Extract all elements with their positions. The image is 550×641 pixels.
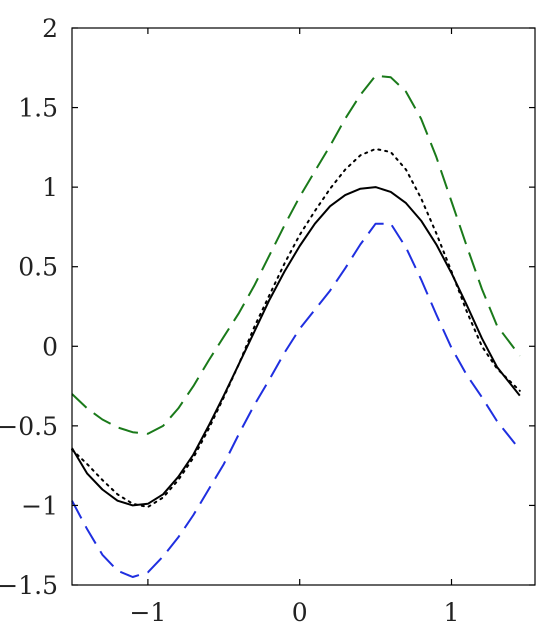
series-line-3-dashed — [71, 74, 521, 435]
x-tick-label: −1 — [129, 598, 166, 627]
y-tick-label: −0.5 — [0, 412, 58, 441]
plot-frame — [71, 27, 536, 586]
series-layer — [71, 74, 521, 578]
series-line-1-solid — [71, 186, 521, 507]
y-tick-label: 1 — [42, 173, 58, 202]
y-tick-label: 2 — [42, 14, 58, 43]
series-line-4-dashed — [71, 222, 521, 578]
x-tick-label: 1 — [444, 598, 460, 627]
y-tick-label: −1 — [21, 491, 58, 520]
series-line-2-dotted — [71, 147, 521, 508]
y-tick-label: 0.5 — [18, 253, 58, 282]
y-tick-label: −1.5 — [0, 571, 58, 600]
axes-layer: −1 0 1 −1.5 −1 −0.5 0 0.5 1 1.5 2 — [0, 14, 536, 627]
y-tick-label: 0 — [42, 332, 58, 361]
x-tick-label: 0 — [292, 598, 308, 627]
y-tick-label: 1.5 — [18, 94, 58, 123]
